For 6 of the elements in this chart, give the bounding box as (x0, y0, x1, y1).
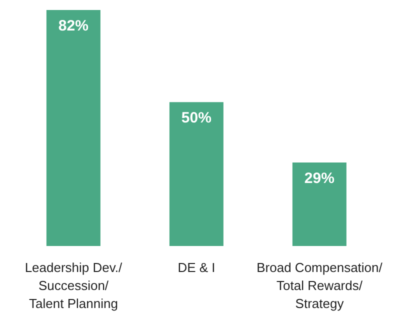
x-tick-label: Broad Compensation/ Total Rewards/ Strategy (256, 260, 383, 311)
x-tick-label: Leadership Dev./ Succession/ Talent Planning (24, 260, 123, 311)
x-tick-label: DE & I (178, 260, 216, 275)
data-label: 82% (58, 18, 88, 35)
data-label: 50% (181, 110, 212, 127)
data-label: 29% (304, 170, 334, 188)
